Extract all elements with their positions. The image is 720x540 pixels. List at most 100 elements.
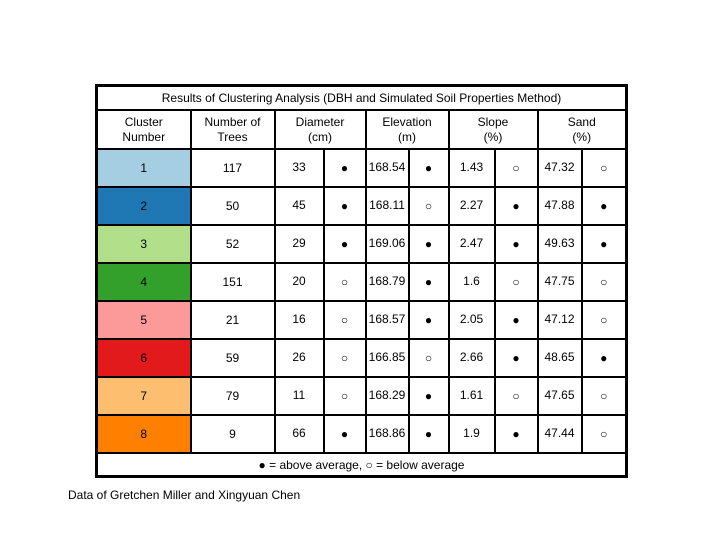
header-line: Slope — [477, 114, 509, 129]
slope-indicator: ● — [493, 224, 539, 264]
header-line: Number of — [204, 114, 261, 129]
sand-value-cell: 48.65 — [536, 338, 583, 378]
slope-indicator: ● — [493, 338, 539, 378]
trees-cell: 21 — [189, 300, 276, 340]
table-title: Results of Clustering Analysis (DBH and … — [95, 84, 628, 111]
header-line: Trees — [217, 129, 248, 144]
cluster-cell: 1 — [95, 148, 192, 188]
slope-indicator: ● — [493, 186, 539, 226]
clustering-results-table: Results of Clustering Analysis (DBH and … — [95, 84, 629, 478]
col-header-cluster-number: Cluster Number — [95, 109, 192, 150]
cluster-cell: 4 — [95, 262, 192, 302]
diameter-value-cell: 11 — [273, 376, 325, 416]
elevation-value-cell: 169.06 — [364, 224, 410, 264]
trees-cell: 50 — [189, 186, 276, 226]
table-row: 1 117 33 ● 168.54 ● 1.43 ○ 47.32 ○ — [95, 148, 628, 188]
header-line: (%) — [483, 129, 503, 144]
elevation-value-cell: 168.86 — [364, 414, 410, 454]
slope-indicator: ○ — [493, 262, 539, 302]
cluster-cell: 7 — [95, 376, 192, 416]
sand-indicator: ○ — [580, 300, 628, 340]
elevation-indicator: ● — [407, 300, 450, 340]
cluster-cell: 6 — [95, 338, 192, 378]
table-row: 3 52 29 ● 169.06 ● 2.47 ● 49.63 ● — [95, 224, 628, 264]
col-header-elevation: Elevation (m) — [364, 109, 450, 150]
sand-value-cell: 47.75 — [536, 262, 583, 302]
diameter-indicator: ● — [322, 148, 367, 188]
header-line: (cm) — [308, 129, 332, 144]
trees-cell: 79 — [189, 376, 276, 416]
sand-indicator: ● — [580, 186, 628, 226]
legend: ● = above average, ○ = below average — [95, 452, 628, 478]
diameter-indicator: ● — [322, 224, 367, 264]
slope-value-cell: 2.47 — [447, 224, 496, 264]
diameter-indicator: ○ — [322, 376, 367, 416]
header-line: Elevation — [382, 114, 432, 129]
elevation-indicator: ● — [407, 262, 450, 302]
elevation-indicator: ○ — [407, 338, 450, 378]
header-line: (m) — [398, 129, 416, 144]
cluster-cell: 2 — [95, 186, 192, 226]
table-row: 2 50 45 ● 168.11 ○ 2.27 ● 47.88 ● — [95, 186, 628, 226]
col-header-slope: Slope (%) — [447, 109, 539, 150]
col-header-diameter: Diameter (cm) — [273, 109, 367, 150]
cluster-cell: 5 — [95, 300, 192, 340]
sand-value-cell: 47.44 — [536, 414, 583, 454]
table-row: 5 21 16 ○ 168.57 ● 2.05 ● 47.12 ○ — [95, 300, 628, 340]
diameter-indicator: ● — [322, 186, 367, 226]
table-row: 7 79 11 ○ 168.29 ● 1.61 ○ 47.65 ○ — [95, 376, 628, 416]
header-row: Cluster Number Number of Trees Diameter … — [95, 109, 628, 150]
slope-value-cell: 1.61 — [447, 376, 496, 416]
elevation-value-cell: 168.54 — [364, 148, 410, 188]
table-row: 6 59 26 ○ 166.85 ○ 2.66 ● 48.65 ● — [95, 338, 628, 378]
elevation-indicator: ● — [407, 224, 450, 264]
diameter-value-cell: 33 — [273, 148, 325, 188]
diameter-value-cell: 29 — [273, 224, 325, 264]
cluster-cell: 3 — [95, 224, 192, 264]
elevation-value-cell: 168.79 — [364, 262, 410, 302]
sand-indicator: ○ — [580, 262, 628, 302]
slope-value-cell: 1.9 — [447, 414, 496, 454]
cluster-cell: 8 — [95, 414, 192, 454]
diameter-indicator: ● — [322, 414, 367, 454]
diameter-value-cell: 66 — [273, 414, 325, 454]
sand-indicator: ● — [580, 224, 628, 264]
sand-indicator: ○ — [580, 376, 628, 416]
elevation-value-cell: 168.11 — [364, 186, 410, 226]
slope-indicator: ○ — [493, 148, 539, 188]
trees-cell: 9 — [189, 414, 276, 454]
col-header-sand: Sand (%) — [536, 109, 628, 150]
sand-value-cell: 47.12 — [536, 300, 583, 340]
diameter-indicator: ○ — [322, 338, 367, 378]
diameter-indicator: ○ — [322, 300, 367, 340]
header-line: Number — [122, 129, 166, 144]
diameter-value-cell: 45 — [273, 186, 325, 226]
caption: Data of Gretchen Miller and Xingyuan Che… — [68, 488, 301, 502]
header-line: Cluster — [124, 114, 163, 129]
title-row: Results of Clustering Analysis (DBH and … — [95, 84, 628, 111]
slope-indicator: ○ — [493, 376, 539, 416]
sand-indicator: ○ — [580, 148, 628, 188]
slope-value-cell: 2.66 — [447, 338, 496, 378]
elevation-indicator: ● — [407, 414, 450, 454]
elevation-value-cell: 168.29 — [364, 376, 410, 416]
sand-indicator: ○ — [580, 414, 628, 454]
col-header-number-of-trees: Number of Trees — [189, 109, 276, 150]
elevation-indicator: ● — [407, 376, 450, 416]
table-row: 4 151 20 ○ 168.79 ● 1.6 ○ 47.75 ○ — [95, 262, 628, 302]
elevation-value-cell: 168.57 — [364, 300, 410, 340]
table-row: 8 9 66 ● 168.86 ● 1.9 ● 47.44 ○ — [95, 414, 628, 454]
slope-indicator: ● — [493, 300, 539, 340]
slope-value-cell: 2.05 — [447, 300, 496, 340]
header-line: (%) — [572, 129, 592, 144]
elevation-indicator: ○ — [407, 186, 450, 226]
legend-row: ● = above average, ○ = below average — [95, 452, 628, 478]
diameter-value-cell: 20 — [273, 262, 325, 302]
trees-cell: 151 — [189, 262, 276, 302]
elevation-indicator: ● — [407, 148, 450, 188]
slope-indicator: ● — [493, 414, 539, 454]
sand-value-cell: 47.88 — [536, 186, 583, 226]
trees-cell: 117 — [189, 148, 276, 188]
sand-value-cell: 49.63 — [536, 224, 583, 264]
